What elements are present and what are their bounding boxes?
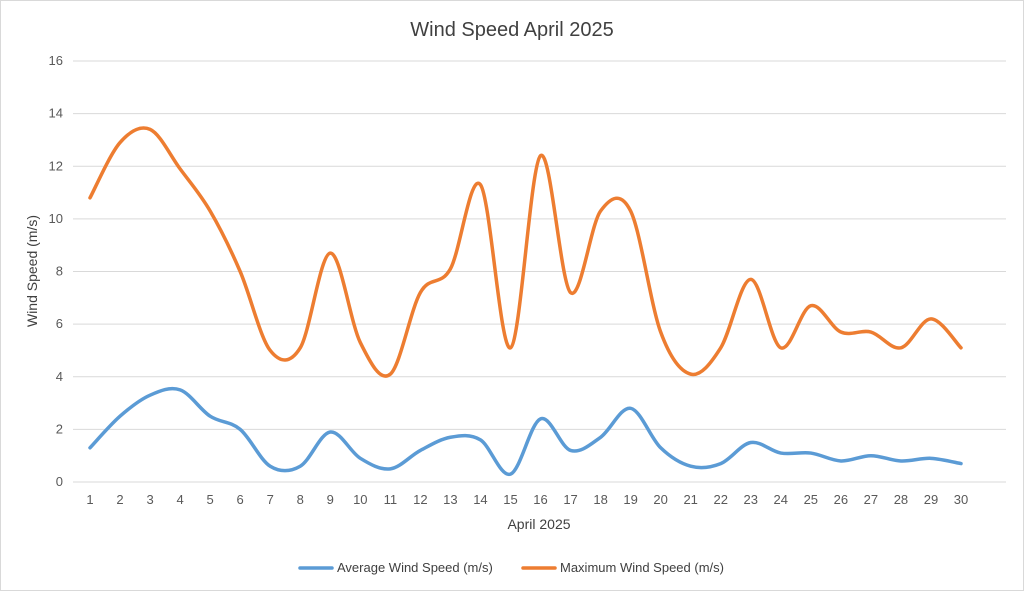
series-line-maximum xyxy=(88,126,963,378)
y-axis-title: Wind Speed (m/s) xyxy=(24,215,40,327)
y-tick-label: 12 xyxy=(49,158,63,173)
x-tick-label: 16 xyxy=(533,492,547,507)
chart-title: Wind Speed April 2025 xyxy=(410,19,613,41)
x-tick-label: 9 xyxy=(327,492,334,507)
y-tick-label: 6 xyxy=(56,316,63,331)
y-tick-label: 10 xyxy=(49,211,63,226)
y-tick-label: 4 xyxy=(56,369,63,384)
x-tick-label: 24 xyxy=(774,492,788,507)
legend-item-maximum: Maximum Wind Speed (m/s) xyxy=(521,560,724,575)
legend: Average Wind Speed (m/s) Maximum Wind Spe… xyxy=(298,560,724,575)
x-axis-title: April 2025 xyxy=(507,516,570,532)
x-tick-label: 10 xyxy=(353,492,367,507)
x-tick-label: 30 xyxy=(954,492,968,507)
y-tick-labels: 0 2 4 6 8 10 12 14 16 xyxy=(49,53,63,489)
y-tick-label: 8 xyxy=(56,264,63,279)
x-tick-labels: 1 2 3 4 5 6 7 8 9 10 11 12 13 14 15 16 17 18 19 20 21 22 23 24 2… xyxy=(86,492,968,507)
series-layer xyxy=(88,126,963,476)
x-tick-label: 13 xyxy=(443,492,457,507)
x-tick-label: 28 xyxy=(894,492,908,507)
legend-item-average: Average Wind Speed (m/s) xyxy=(298,560,493,575)
legend-label: Maximum Wind Speed (m/s) xyxy=(560,560,724,575)
x-tick-label: 15 xyxy=(503,492,517,507)
x-tick-label: 17 xyxy=(563,492,577,507)
x-tick-label: 27 xyxy=(864,492,878,507)
x-tick-label: 21 xyxy=(683,492,697,507)
x-tick-label: 1 xyxy=(86,492,93,507)
x-tick-label: 2 xyxy=(116,492,123,507)
gridlines xyxy=(73,60,1006,483)
legend-label: Average Wind Speed (m/s) xyxy=(337,560,493,575)
x-tick-label: 3 xyxy=(146,492,153,507)
y-tick-label: 2 xyxy=(56,421,63,436)
x-tick-label: 4 xyxy=(176,492,183,507)
x-tick-label: 11 xyxy=(384,492,398,507)
y-tick-label: 0 xyxy=(56,474,63,489)
x-tick-label: 18 xyxy=(593,492,607,507)
series-line-average xyxy=(88,386,963,476)
x-tick-label: 22 xyxy=(713,492,727,507)
x-tick-label: 25 xyxy=(804,492,818,507)
x-tick-label: 19 xyxy=(623,492,637,507)
x-tick-label: 14 xyxy=(473,492,487,507)
x-tick-label: 8 xyxy=(297,492,304,507)
y-tick-label: 16 xyxy=(49,53,63,68)
x-tick-label: 23 xyxy=(744,492,758,507)
x-tick-label: 5 xyxy=(207,492,214,507)
x-tick-label: 12 xyxy=(413,492,427,507)
x-tick-label: 20 xyxy=(653,492,667,507)
x-tick-label: 6 xyxy=(237,492,244,507)
y-tick-label: 14 xyxy=(49,106,63,121)
x-tick-label: 29 xyxy=(924,492,938,507)
x-tick-label: 7 xyxy=(267,492,274,507)
x-tick-label: 26 xyxy=(834,492,848,507)
